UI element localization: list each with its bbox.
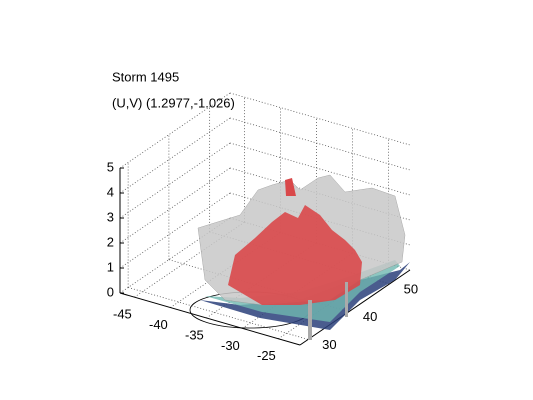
y-tick-label: 50 <box>404 281 418 296</box>
x-tick-label: -40 <box>149 317 168 332</box>
spike <box>345 282 348 317</box>
surface <box>189 174 410 340</box>
z-tick-label: 1 <box>107 259 114 274</box>
grid-line <box>134 221 245 298</box>
y-tick-label: 40 <box>363 309 377 324</box>
chart-subtitle: (U,V) (1.2977,-1.026) <box>112 95 235 110</box>
z-tick-label: 0 <box>107 284 114 299</box>
grid-line <box>119 167 231 244</box>
z-tick-label: 4 <box>107 184 114 199</box>
y-axis <box>299 269 411 346</box>
grid-line <box>229 92 411 146</box>
chart-title: Storm 1495 <box>112 69 179 84</box>
grid-line <box>128 287 309 340</box>
x-tick-label: -35 <box>185 327 204 342</box>
x-tick-label: -30 <box>221 338 240 353</box>
x-tick-label: -45 <box>113 307 132 322</box>
lower-surface <box>228 205 362 305</box>
mid-layer <box>205 260 400 322</box>
grid-line <box>229 117 411 171</box>
base-layer <box>200 262 410 330</box>
z-tick-label: 3 <box>107 209 114 224</box>
z-tick-label: 5 <box>107 159 114 174</box>
grid-line <box>119 92 231 169</box>
grid-line <box>119 217 231 294</box>
z-tick-label: 2 <box>107 234 114 249</box>
spike <box>308 300 312 340</box>
grid-line <box>119 192 231 269</box>
grid-line <box>119 142 231 219</box>
peak <box>285 178 296 196</box>
grid-line <box>119 117 231 194</box>
grid-line <box>229 142 411 196</box>
x-tick-label: -25 <box>257 348 276 363</box>
y-tick-label: 30 <box>322 337 336 352</box>
x-axis <box>119 292 301 346</box>
